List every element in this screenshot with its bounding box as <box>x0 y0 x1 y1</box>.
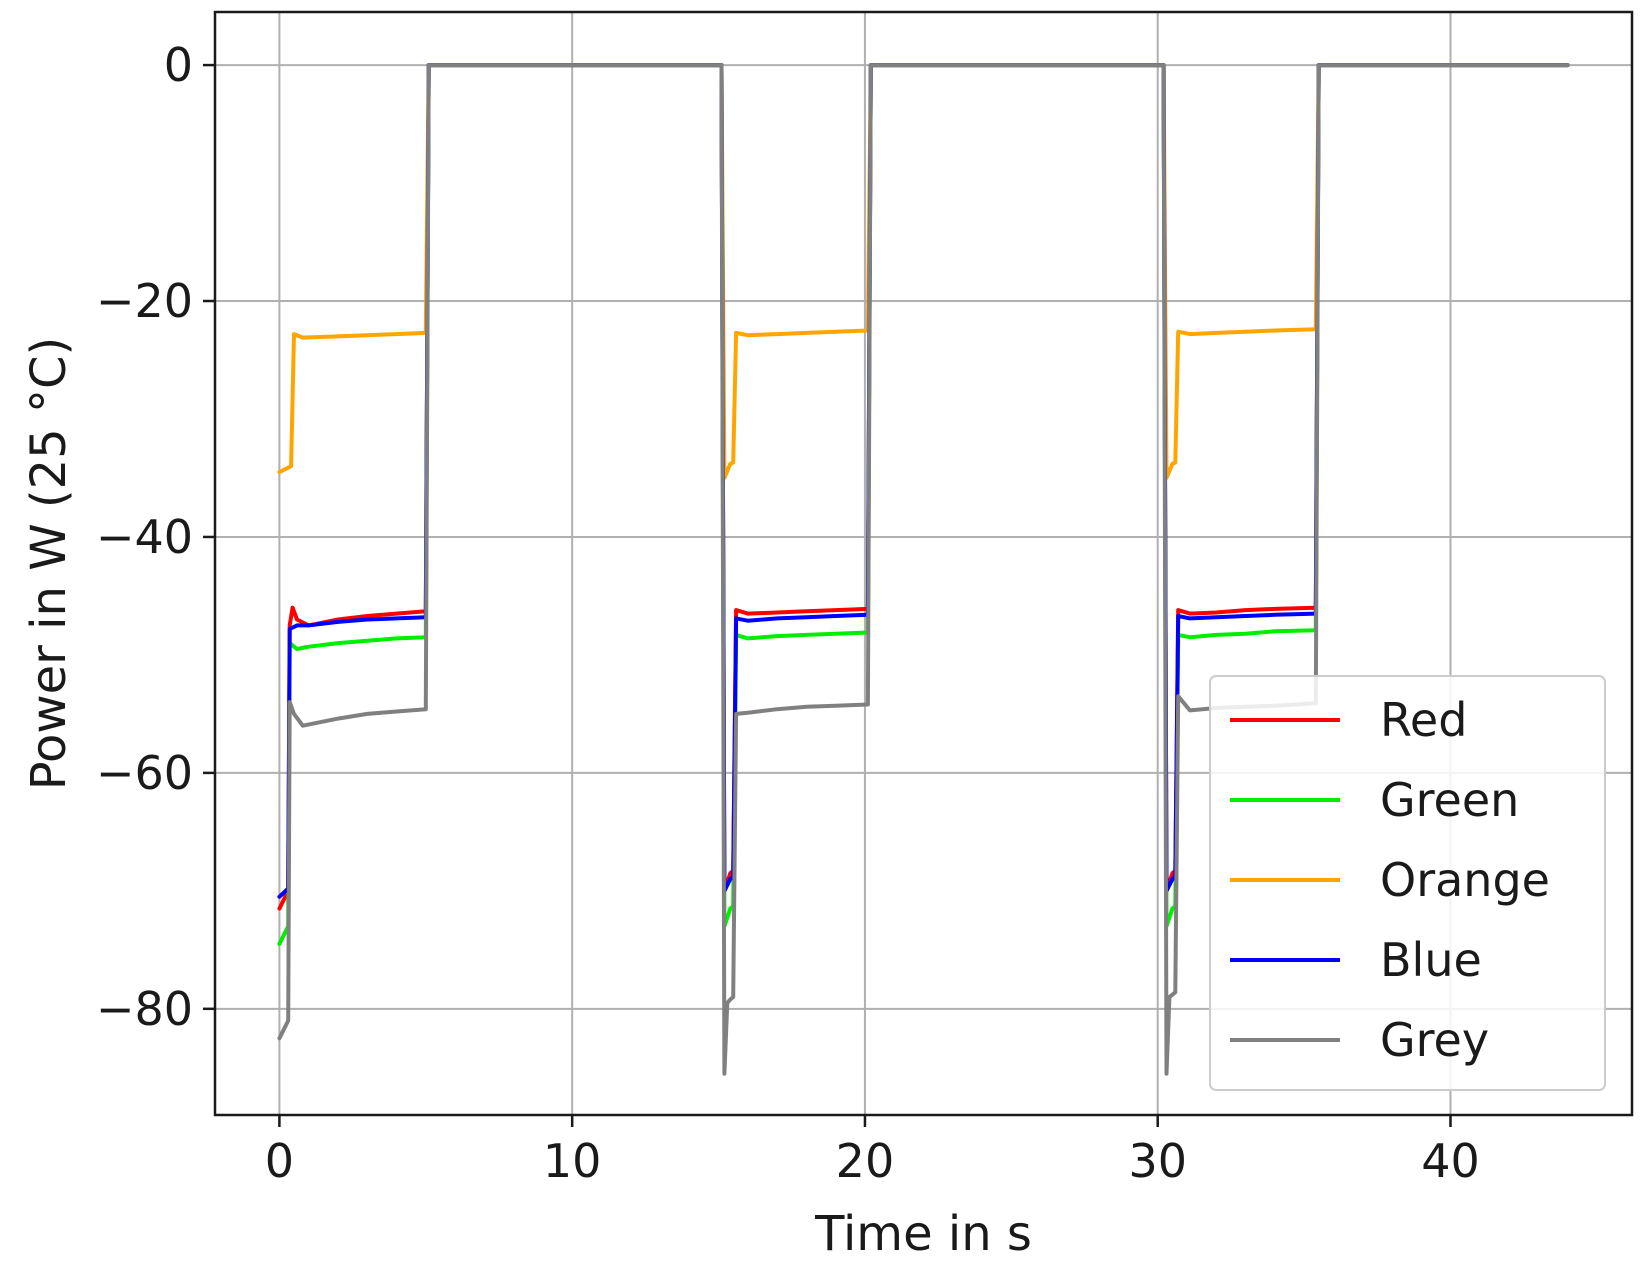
x-tick-label: 40 <box>1421 1134 1480 1188</box>
x-axis-label: Time in s <box>814 1206 1032 1262</box>
y-tick-label: −60 <box>96 746 193 800</box>
y-tick-label: −20 <box>96 274 193 328</box>
axis-ticks: 0 10 20 30 40 0 −20 −40 −60 −80 <box>96 38 1480 1188</box>
x-tick-label: 30 <box>1128 1134 1187 1188</box>
legend-label-blue: Blue <box>1380 933 1482 987</box>
series-line-orange <box>277 63 1570 480</box>
y-tick-label: 0 <box>164 38 193 92</box>
series-line-green <box>277 63 1570 946</box>
x-tick-label: 0 <box>265 1134 294 1188</box>
x-tick-label: 10 <box>543 1134 602 1188</box>
y-tick-label: −80 <box>96 982 193 1036</box>
x-tick-label: 20 <box>836 1134 895 1188</box>
y-axis-label: Power in W (25 °C) <box>21 337 77 790</box>
legend-label-orange: Orange <box>1380 853 1550 907</box>
legend: Red Green Orange Blue Grey <box>1209 675 1606 1091</box>
legend-label-green: Green <box>1380 773 1519 827</box>
y-tick-label: −40 <box>96 510 193 564</box>
series-line-grey <box>277 63 1570 1076</box>
legend-box <box>1209 675 1606 1091</box>
legend-label-grey: Grey <box>1380 1013 1489 1067</box>
series-line-blue <box>277 63 1570 899</box>
plot-frame <box>213 10 1634 1117</box>
legend-label-red: Red <box>1380 693 1467 747</box>
series-lines <box>277 63 1570 1076</box>
